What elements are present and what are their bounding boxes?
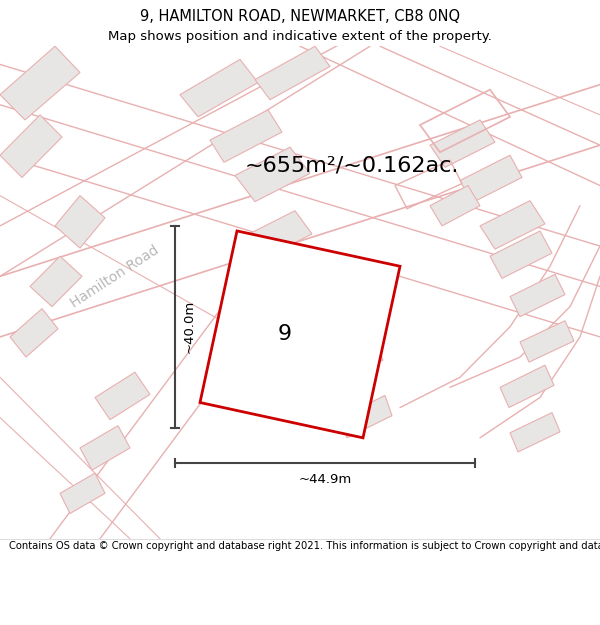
Text: 9, HAMILTON ROAD, NEWMARKET, CB8 0NQ: 9, HAMILTON ROAD, NEWMARKET, CB8 0NQ bbox=[140, 9, 460, 24]
Polygon shape bbox=[80, 426, 130, 470]
Text: Map shows position and indicative extent of the property.: Map shows position and indicative extent… bbox=[108, 30, 492, 43]
Polygon shape bbox=[510, 412, 560, 452]
Polygon shape bbox=[245, 211, 312, 259]
Polygon shape bbox=[430, 186, 480, 226]
Polygon shape bbox=[460, 155, 522, 202]
Polygon shape bbox=[10, 309, 58, 357]
Polygon shape bbox=[500, 365, 554, 408]
Text: ~44.9m: ~44.9m bbox=[298, 473, 352, 486]
Polygon shape bbox=[430, 120, 495, 168]
Polygon shape bbox=[30, 256, 82, 307]
Polygon shape bbox=[520, 321, 574, 362]
Text: ~40.0m: ~40.0m bbox=[183, 300, 196, 354]
Polygon shape bbox=[200, 231, 400, 438]
Polygon shape bbox=[315, 284, 372, 327]
Text: Contains OS data © Crown copyright and database right 2021. This information is : Contains OS data © Crown copyright and d… bbox=[9, 541, 600, 551]
Polygon shape bbox=[210, 110, 282, 162]
Polygon shape bbox=[255, 46, 330, 100]
Polygon shape bbox=[340, 396, 392, 438]
Text: 9: 9 bbox=[278, 324, 292, 344]
Polygon shape bbox=[55, 196, 105, 248]
Polygon shape bbox=[60, 473, 105, 514]
Polygon shape bbox=[510, 274, 565, 317]
Polygon shape bbox=[235, 147, 310, 202]
Polygon shape bbox=[0, 115, 62, 178]
Polygon shape bbox=[0, 46, 80, 120]
Polygon shape bbox=[95, 372, 150, 419]
Text: ~655m²/~0.162ac.: ~655m²/~0.162ac. bbox=[245, 156, 460, 176]
Polygon shape bbox=[330, 340, 383, 382]
Polygon shape bbox=[480, 201, 545, 249]
Polygon shape bbox=[270, 264, 330, 309]
Polygon shape bbox=[180, 59, 258, 117]
Polygon shape bbox=[490, 231, 552, 278]
Text: Hamilton Road: Hamilton Road bbox=[68, 242, 162, 310]
